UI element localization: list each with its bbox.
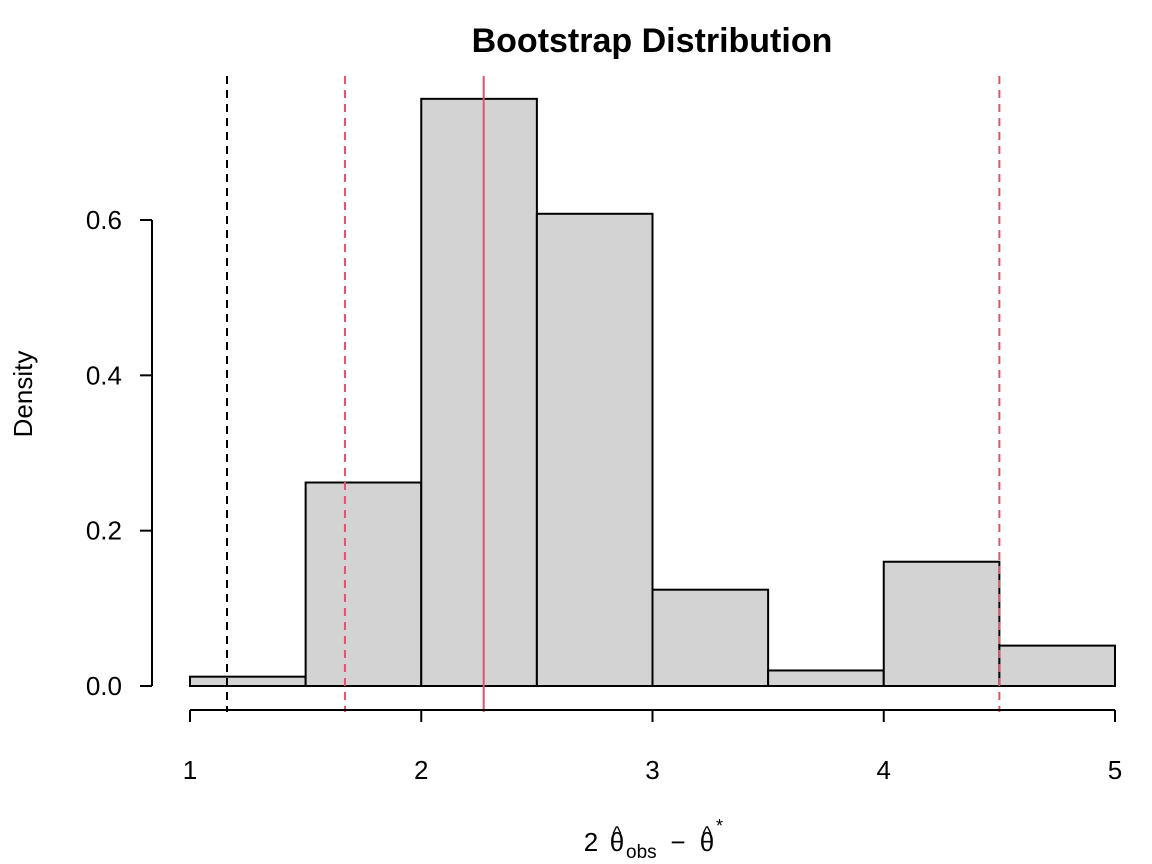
histogram-bar-3 xyxy=(420,97,538,687)
x-tick-label: 2 xyxy=(414,755,428,785)
y-axis: 0.0 0.2 0.4 0.6 xyxy=(86,205,153,701)
x-label-theta-obs: θ xyxy=(610,827,624,857)
histogram-bar-1 xyxy=(189,675,307,687)
y-tick-label: 0.6 xyxy=(86,205,122,235)
histogram-bar-8 xyxy=(998,644,1116,688)
x-label-star: * xyxy=(716,816,723,836)
x-label-subscript: obs xyxy=(626,842,657,863)
y-tick-label: 0.0 xyxy=(86,671,122,701)
reference-lines xyxy=(226,76,1001,712)
histogram-bars xyxy=(189,97,1116,688)
histogram-bar-5 xyxy=(651,588,770,688)
x-axis: 1 2 3 4 5 xyxy=(183,709,1122,785)
x-label-hat-1: ^ xyxy=(612,823,622,845)
histogram-bar-7 xyxy=(882,560,1001,688)
x-tick-label: 5 xyxy=(1108,755,1122,785)
x-axis-label: 2 θ ^ obs − θ ^ * xyxy=(584,816,723,863)
histogram-bar-6 xyxy=(767,669,885,688)
y-axis-label: Density xyxy=(8,351,38,438)
x-tick-label: 3 xyxy=(645,755,659,785)
x-label-theta-star: θ xyxy=(700,827,714,857)
x-label-hat-2: ^ xyxy=(702,823,712,845)
chart-title: Bootstrap Distribution xyxy=(472,22,833,60)
x-label-prefix: 2 xyxy=(584,827,598,857)
x-tick-label: 4 xyxy=(877,755,891,785)
x-label-minus: − xyxy=(670,827,685,857)
histogram-bar-4 xyxy=(535,212,654,688)
y-tick-label: 0.2 xyxy=(86,516,122,546)
histogram-bar-2 xyxy=(304,481,423,687)
y-tick-label: 0.4 xyxy=(86,360,122,390)
x-tick-label: 1 xyxy=(183,755,197,785)
